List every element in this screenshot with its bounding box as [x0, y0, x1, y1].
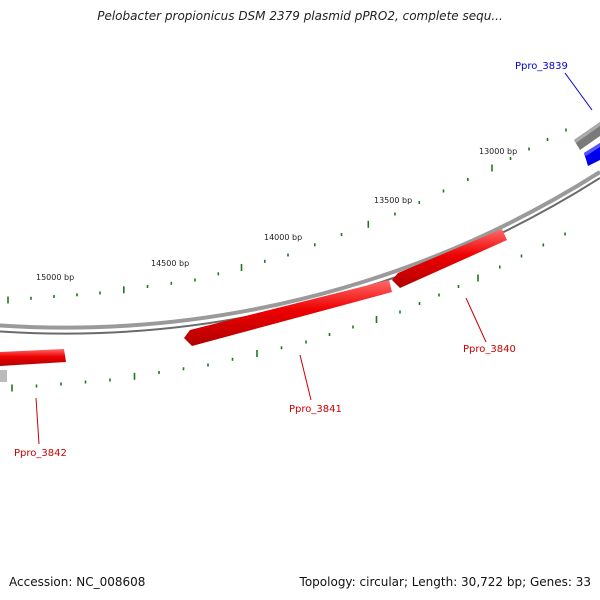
map-title: Pelobacter propionicus DSM 2379 plasmid … — [97, 9, 503, 23]
leader-line-ppro-3842 — [35, 397, 40, 445]
gene-label-ppro-3841: Ppro_3841 — [289, 404, 342, 415]
leader-line-ppro-3841 — [299, 354, 312, 401]
tick-label-13000: 13000 bp — [479, 147, 517, 156]
gene-label-ppro-3842: Ppro_3842 — [14, 448, 67, 459]
gene-grey-left-fragment — [0, 370, 7, 382]
gene-ppro-3842 — [0, 349, 66, 366]
tick-label-14000: 14000 bp — [264, 233, 302, 242]
tick-label-13500: 13500 bp — [374, 196, 412, 205]
inner-tick-ring — [11, 232, 566, 392]
tick-label-14500: 14500 bp — [151, 259, 189, 268]
leader-line-ppro-3839 — [564, 72, 593, 111]
backbone-arc-outer — [0, 170, 600, 330]
gene-label-ppro-3839: Ppro_3839 — [515, 61, 568, 72]
sequence-stats-text: Topology: circular; Length: 30,722 bp; G… — [299, 575, 591, 589]
gene-ppro-3841 — [184, 280, 392, 346]
leader-line-ppro-3840 — [465, 297, 487, 343]
gene-label-ppro-3840: Ppro_3840 — [463, 344, 516, 355]
gene-ppro-3840 — [392, 229, 507, 288]
accession-text: Accession: NC_008608 — [9, 575, 146, 589]
tick-label-15000: 15000 bp — [36, 273, 74, 282]
gene-ppro-3839-highlight — [584, 143, 600, 156]
outer-tick-ring — [7, 128, 567, 304]
gene-forward-grey-highlight — [574, 122, 600, 143]
